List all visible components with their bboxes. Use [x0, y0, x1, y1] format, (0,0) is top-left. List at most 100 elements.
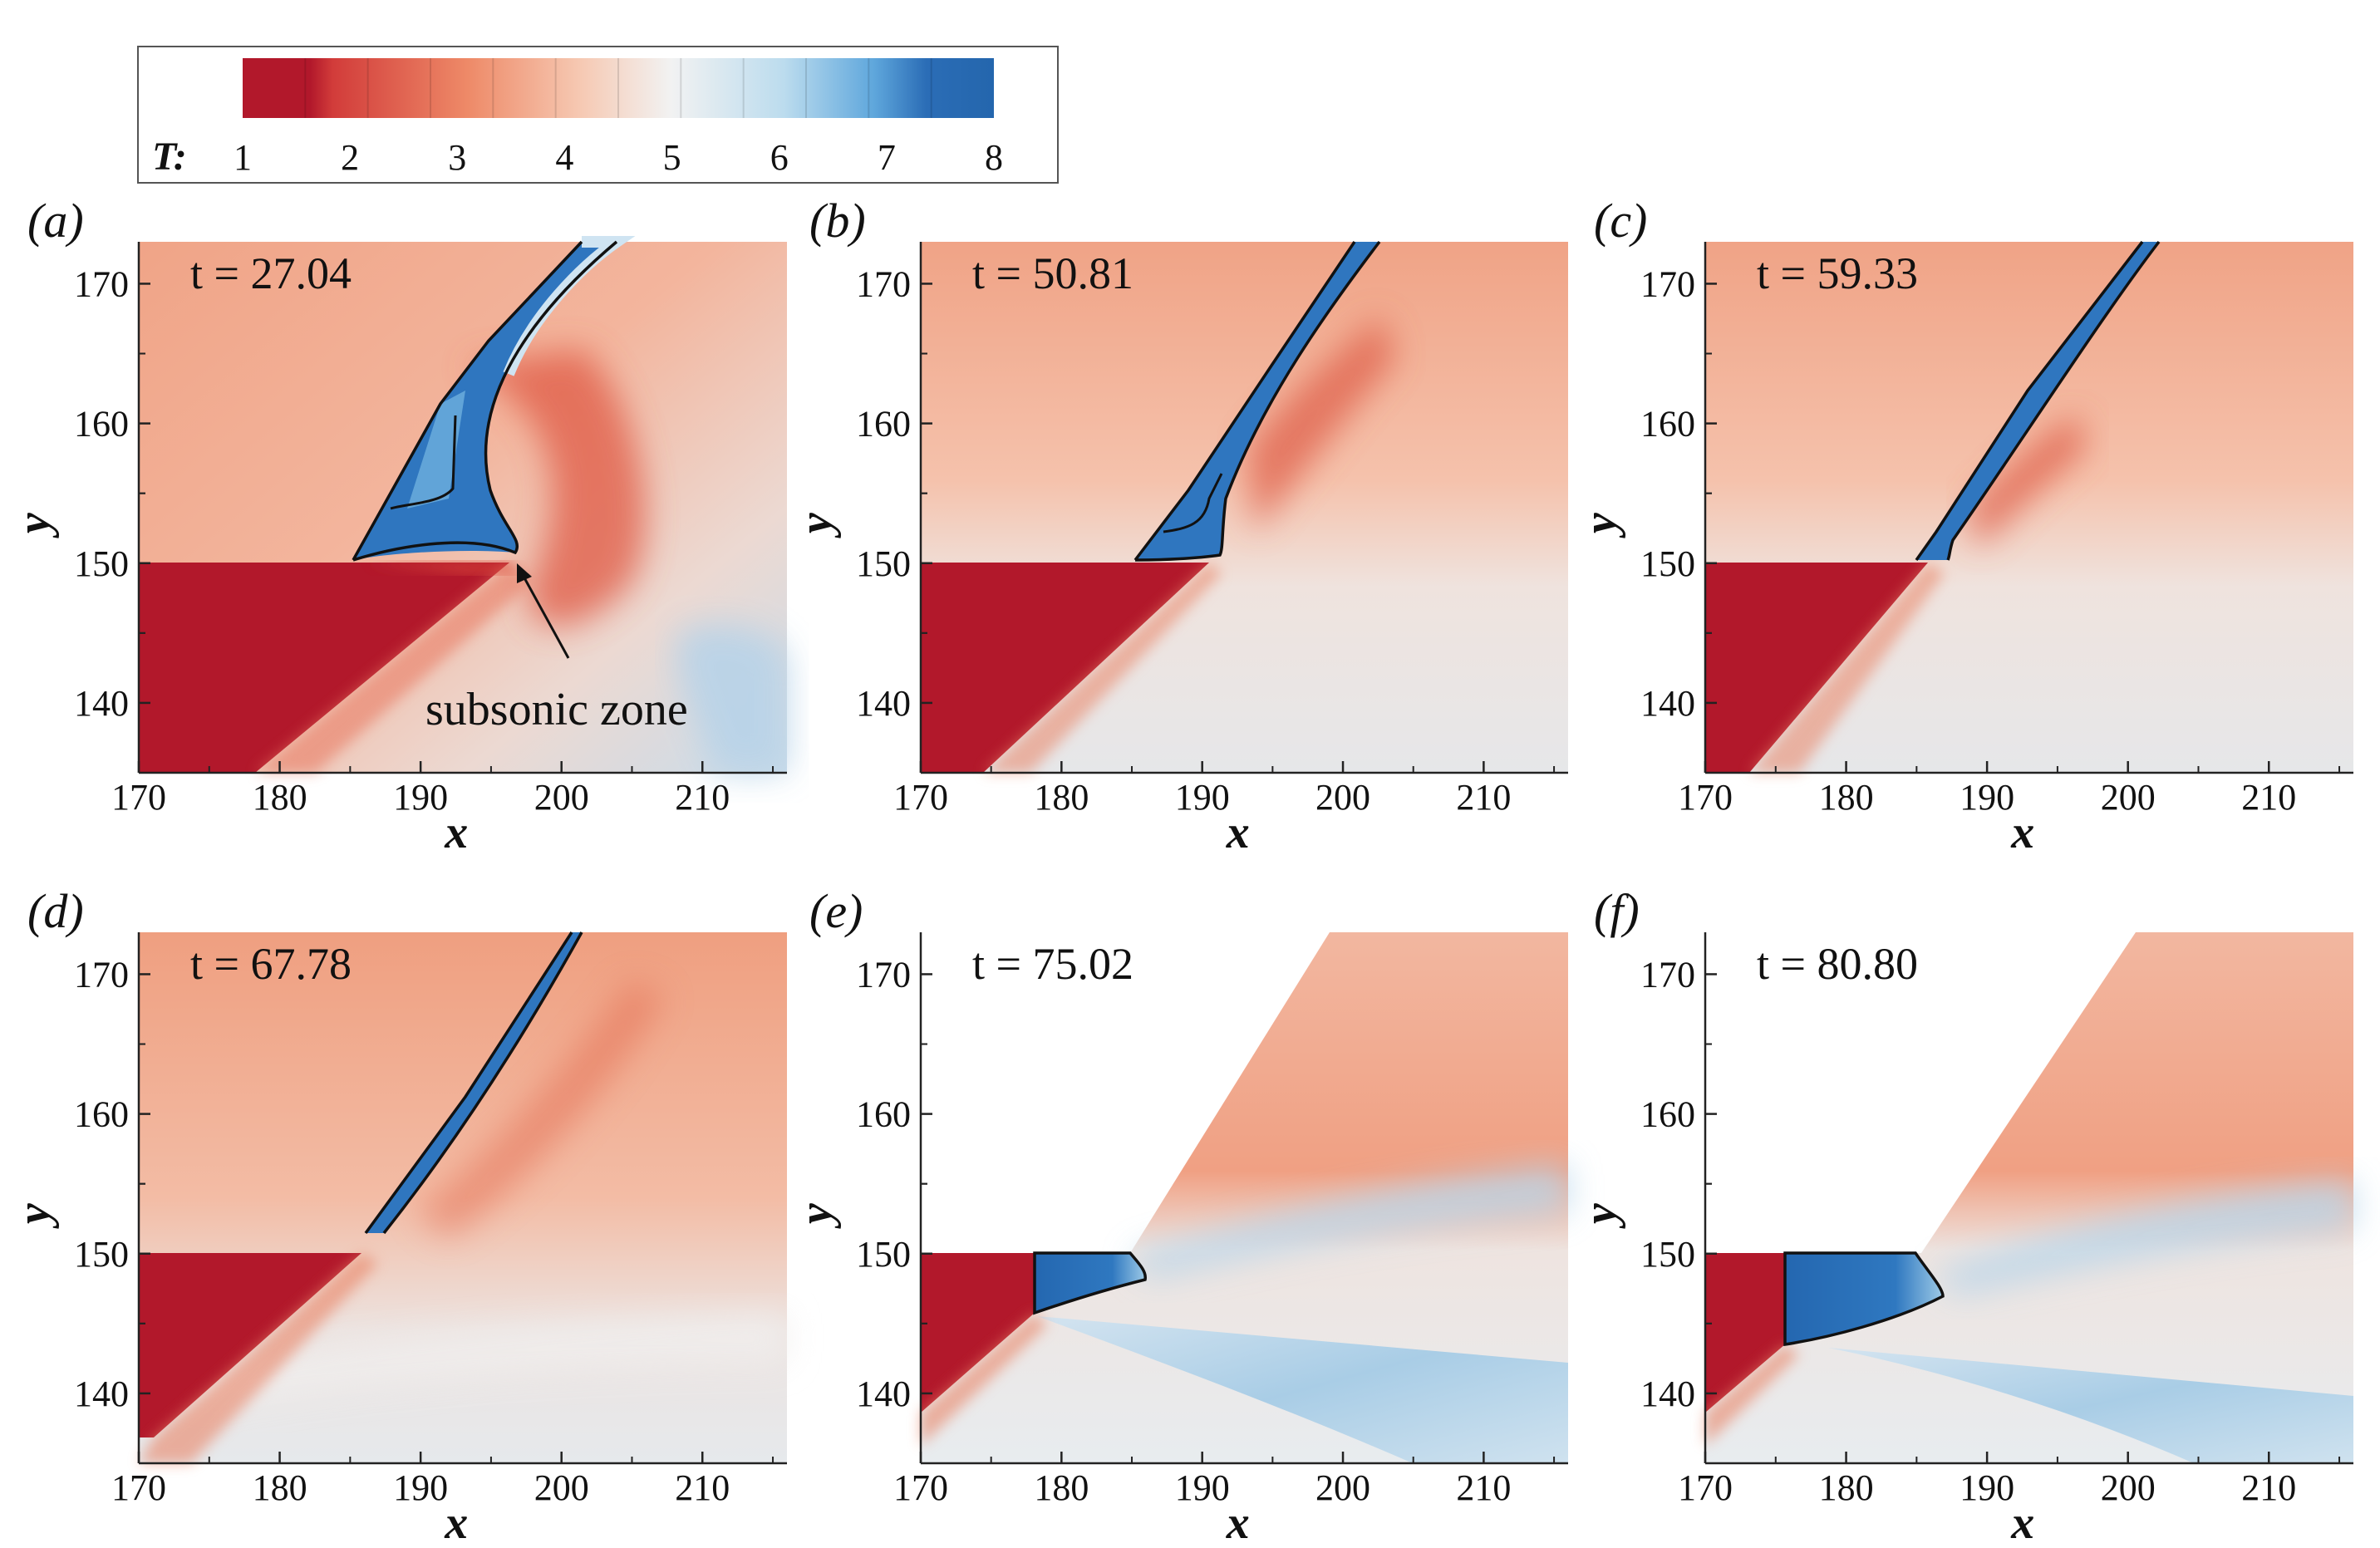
- x-tick-label: 170: [1678, 1467, 1733, 1508]
- panel-b-contour: [921, 240, 1568, 773]
- y-tick-label: 140: [74, 1374, 129, 1414]
- x-tick-label: 190: [1175, 1467, 1230, 1508]
- y-tick-label: 140: [1640, 1374, 1695, 1414]
- panel-d-axes: 170 180 190 200 210 140 150 160 170 x y (d) t = 67.7…: [8, 884, 787, 1548]
- x-tick-label: 190: [393, 1467, 448, 1508]
- colorbar: T: 1 2 3 4 5 6 7 8: [137, 46, 1059, 184]
- panel-b-axes: 170 180 190 200 210 140 150 160 170 x y (b) t = 50.8…: [790, 194, 1568, 858]
- x-tick-label: 180: [1034, 777, 1089, 818]
- x-tick-label: 210: [675, 1467, 730, 1508]
- colorbar-tick-6: 6: [770, 137, 789, 178]
- y-tick-label: 140: [74, 683, 129, 724]
- y-tick-label: 150: [1640, 1234, 1695, 1275]
- x-tick-label: 200: [1315, 777, 1370, 818]
- x-tick-label: 190: [393, 777, 448, 818]
- colorbar-tick-7: 7: [878, 137, 896, 178]
- x-axis-label: x: [1226, 1497, 1250, 1548]
- panel-f-axes: 170 180 190 200 210 140 150 160 170 x y (f) t = 80.8…: [1575, 884, 2353, 1548]
- y-tick-label: 140: [1640, 683, 1695, 724]
- y-tick-label: 150: [856, 543, 911, 584]
- y-tick-label: 170: [856, 954, 911, 995]
- x-tick-label: 190: [1960, 777, 2014, 818]
- x-tick-label: 200: [1315, 1467, 1370, 1508]
- y-axis-label: y: [8, 1202, 60, 1229]
- x-tick-label: 180: [253, 1467, 307, 1508]
- y-tick-label: 170: [856, 263, 911, 304]
- colorbar-tick-4: 4: [555, 137, 573, 178]
- panel-e-axes: 170 180 190 200 210 140 150 160 170 x y (e) t = 75.0…: [790, 884, 1568, 1548]
- x-tick-label: 200: [534, 1467, 589, 1508]
- y-tick-label: 160: [1640, 404, 1695, 445]
- x-tick-label: 170: [111, 1467, 166, 1508]
- annotation-text: subsonic zone: [425, 684, 688, 735]
- x-tick-label: 210: [2241, 777, 2296, 818]
- axes-layer: 170 180 190 200 210 140 150 160 170 x y (a) t = 27.0…: [8, 194, 2353, 1548]
- panel-label: (f): [1594, 884, 1640, 938]
- x-tick-label: 180: [253, 777, 307, 818]
- colorbar-tick-labels: 1 2 3 4 5 6 7 8: [234, 137, 1003, 178]
- x-tick-label: 200: [2101, 1467, 2156, 1508]
- y-tick-label: 170: [74, 954, 129, 995]
- x-tick-label: 180: [1819, 1467, 1874, 1508]
- x-tick-label: 200: [534, 777, 589, 818]
- panel-c-axes: 170 180 190 200 210 140 150 160 170 x y (c) t = 59.3…: [1575, 194, 2353, 858]
- x-tick-label: 210: [675, 777, 730, 818]
- panel-a-axes: 170 180 190 200 210 140 150 160 170 x y (a) t = 27.0…: [8, 194, 787, 858]
- y-axis-label: y: [1575, 512, 1626, 538]
- colorbar-tick-5: 5: [663, 137, 681, 178]
- x-axis-label: x: [2010, 1497, 2034, 1548]
- panel-label: (b): [809, 194, 866, 248]
- panel-e-contour: [921, 932, 1568, 1463]
- y-axis-label: y: [790, 1202, 842, 1229]
- y-tick-label: 170: [1640, 954, 1695, 995]
- y-tick-label: 160: [74, 1094, 129, 1135]
- x-tick-label: 170: [893, 1467, 948, 1508]
- x-tick-label: 210: [2241, 1467, 2296, 1508]
- y-axis-label: y: [790, 512, 842, 538]
- y-tick-label: 150: [74, 1234, 129, 1275]
- annotation-subsonic-zone: subsonic zone: [425, 563, 688, 735]
- panel-label: (e): [809, 884, 863, 938]
- colorbar-separators: [304, 58, 932, 118]
- y-tick-label: 170: [1640, 263, 1695, 304]
- colorbar-label: T:: [152, 135, 187, 179]
- y-tick-label: 160: [856, 1094, 911, 1135]
- panel-label: (d): [27, 884, 84, 938]
- panel-label: (c): [1594, 194, 1647, 248]
- x-axis-label: x: [1226, 807, 1250, 858]
- panel-label: (a): [27, 194, 84, 248]
- y-tick-label: 160: [74, 404, 129, 445]
- colorbar-tick-2: 2: [341, 137, 359, 178]
- x-tick-label: 210: [1456, 777, 1511, 818]
- y-tick-label: 150: [74, 543, 129, 584]
- panel-time-title: t = 59.33: [1757, 248, 1918, 298]
- y-tick-label: 170: [74, 263, 129, 304]
- x-tick-label: 180: [1819, 777, 1874, 818]
- panel-a-contour: [139, 236, 787, 773]
- y-axis-label: y: [8, 512, 60, 538]
- panel-f-contour: [1705, 932, 2353, 1463]
- panel-time-title: t = 80.80: [1757, 939, 1918, 989]
- x-axis-label: x: [444, 1497, 468, 1548]
- x-tick-label: 210: [1456, 1467, 1511, 1508]
- y-axis-label: y: [1575, 1202, 1626, 1229]
- panel-time-title: t = 75.02: [972, 939, 1133, 989]
- colorbar-tick-8: 8: [985, 137, 1003, 178]
- y-tick-label: 160: [1640, 1094, 1695, 1135]
- x-axis-label: x: [444, 807, 468, 858]
- panel-c-contour: [1705, 240, 2353, 773]
- x-axis-label: x: [2010, 807, 2034, 858]
- x-tick-label: 170: [1678, 777, 1733, 818]
- x-tick-label: 180: [1034, 1467, 1089, 1508]
- y-tick-label: 150: [856, 1234, 911, 1275]
- y-tick-label: 140: [856, 683, 911, 724]
- x-tick-label: 190: [1960, 1467, 2014, 1508]
- y-tick-label: 160: [856, 404, 911, 445]
- panel-d-contour: [139, 931, 787, 1463]
- panel-time-title: t = 27.04: [190, 248, 352, 298]
- panel-time-title: t = 67.78: [190, 939, 352, 989]
- x-tick-label: 200: [2101, 777, 2156, 818]
- colorbar-gradient: [243, 58, 994, 118]
- colorbar-tick-3: 3: [448, 137, 466, 178]
- panel-time-title: t = 50.81: [972, 248, 1133, 298]
